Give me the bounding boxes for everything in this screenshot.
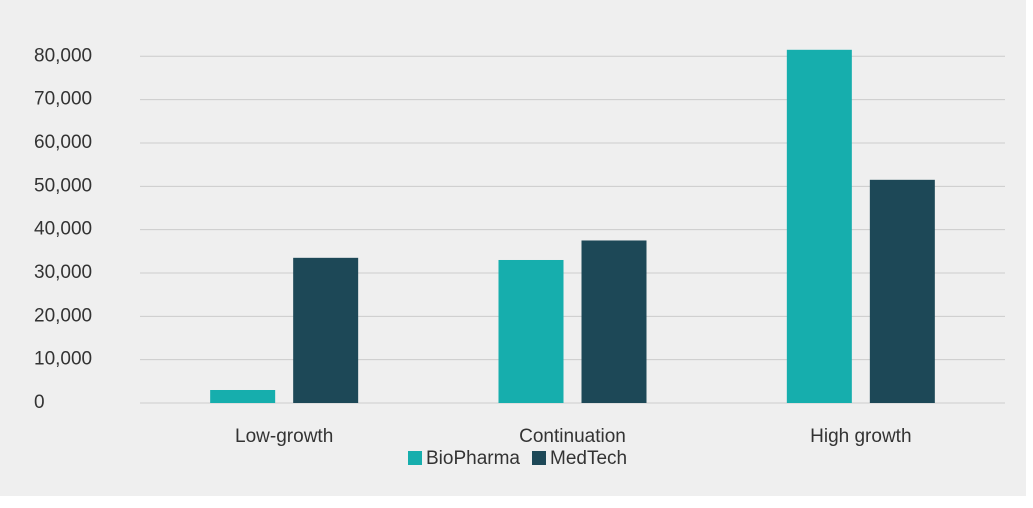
bar [498, 259, 564, 403]
chart-background [0, 0, 1026, 496]
y-tick-label: 80,000 [34, 45, 92, 66]
bar [869, 179, 935, 403]
legend-swatch [408, 451, 422, 465]
bar [581, 240, 647, 403]
y-tick-label: 50,000 [34, 175, 92, 196]
y-tick-label: 70,000 [34, 89, 92, 110]
y-tick-label: 40,000 [34, 219, 92, 240]
legend-label: MedTech [550, 448, 627, 469]
y-tick-label: 0 [34, 392, 45, 413]
bar [786, 49, 852, 403]
y-tick-label: 30,000 [34, 262, 92, 283]
legend-swatch [532, 451, 546, 465]
bar [210, 389, 276, 403]
y-tick-label: 60,000 [34, 132, 92, 153]
x-tick-label: High growth [810, 426, 911, 447]
y-tick-label: 20,000 [34, 305, 92, 326]
bar [293, 257, 359, 403]
x-tick-label: Continuation [519, 426, 626, 447]
y-tick-label: 10,000 [34, 349, 92, 370]
legend-label: BioPharma [426, 448, 520, 469]
x-tick-label: Low-growth [235, 426, 333, 447]
